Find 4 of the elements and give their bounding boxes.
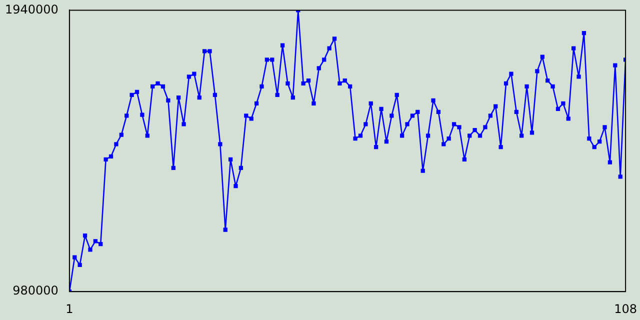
x-tick-label: 1 [66,302,74,316]
x-tick-label: 108 [614,302,637,316]
y-tick-label: 1940000 [4,2,58,16]
y-tick-label: 980000 [12,284,58,298]
